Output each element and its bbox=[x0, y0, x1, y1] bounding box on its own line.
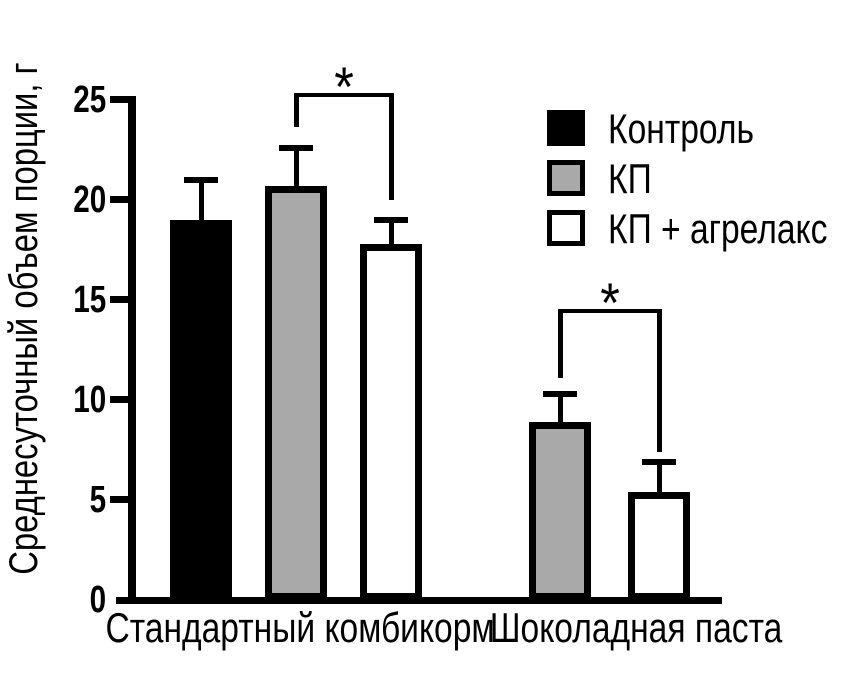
legend-swatch-КП bbox=[547, 160, 585, 196]
bracket-left-drop bbox=[558, 309, 563, 378]
legend-label: КП + агрелакс bbox=[608, 205, 828, 252]
category-label: Стандартный комбикорм bbox=[105, 604, 495, 651]
legend-swatch-КП + агрелакс bbox=[547, 210, 585, 246]
y-tick-mark bbox=[110, 96, 128, 103]
error-bar-stem bbox=[557, 394, 563, 422]
error-bar-cap bbox=[279, 145, 313, 151]
y-tick-mark bbox=[110, 396, 128, 403]
y-tick-label: 0 bbox=[89, 579, 106, 621]
error-bar-stem bbox=[293, 148, 299, 186]
x-axis-line bbox=[116, 597, 722, 604]
bar-КП bbox=[265, 186, 327, 600]
y-tick-label: 20 bbox=[73, 179, 106, 221]
bracket-right-drop bbox=[389, 93, 394, 200]
y-tick-mark bbox=[110, 496, 128, 503]
bar-Контроль bbox=[170, 220, 232, 600]
error-bar-cap bbox=[184, 177, 218, 183]
bar-КП + агрелакс bbox=[628, 492, 690, 600]
significance-asterisk: * bbox=[599, 271, 620, 334]
error-bar-cap bbox=[374, 217, 408, 223]
error-bar-stem bbox=[198, 180, 204, 220]
legend-label: Контроль bbox=[608, 105, 754, 152]
bar-КП bbox=[529, 422, 591, 600]
y-tick-label: 15 bbox=[73, 279, 106, 321]
legend-swatch-Контроль bbox=[547, 110, 585, 146]
y-tick-mark bbox=[110, 296, 128, 303]
bracket-left-drop bbox=[294, 93, 299, 127]
y-tick-mark bbox=[110, 196, 128, 203]
legend-label: КП bbox=[608, 155, 652, 202]
error-bar-cap bbox=[543, 391, 577, 397]
y-axis-line bbox=[128, 96, 136, 604]
category-label: Шоколадная паста bbox=[489, 604, 783, 651]
bracket-right-drop bbox=[657, 309, 662, 452]
error-bar-stem bbox=[656, 462, 662, 492]
significance-asterisk: * bbox=[333, 55, 354, 118]
bracket-horizontal bbox=[294, 93, 393, 97]
y-tick-label: 5 bbox=[89, 479, 106, 521]
bracket-horizontal bbox=[558, 309, 661, 313]
y-axis-title: Среднесуточный объем порции, г bbox=[2, 31, 46, 631]
y-tick-label: 10 bbox=[73, 379, 106, 421]
y-axis-title-text: Среднесуточный объем порции, г bbox=[2, 62, 46, 575]
error-bar-stem bbox=[388, 220, 394, 244]
y-tick-label: 25 bbox=[73, 79, 106, 121]
bar-КП + агрелакс bbox=[360, 244, 422, 600]
error-bar-cap bbox=[642, 459, 676, 465]
